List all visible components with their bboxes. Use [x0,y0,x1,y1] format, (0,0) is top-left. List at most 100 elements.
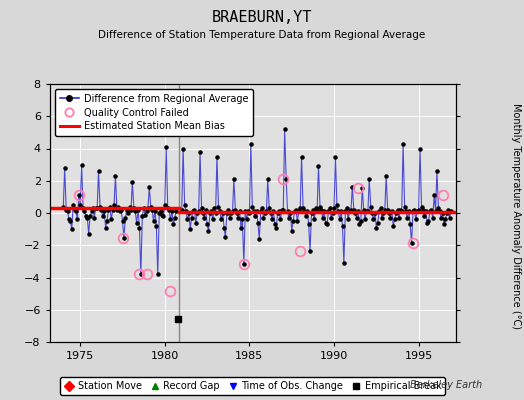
Point [355,221,364,228]
Point [293,218,301,224]
Point [444,206,452,213]
Point [262,208,270,214]
Point [234,215,242,221]
Point [354,208,362,214]
Point [138,213,147,220]
Point [62,206,70,213]
Point [380,206,389,213]
Point [398,208,406,214]
Point [189,208,198,214]
Point [257,208,265,214]
Point [93,205,101,211]
Point [335,216,344,223]
Point [106,203,114,210]
Point [248,203,257,210]
Point [199,210,207,216]
Point [194,208,203,214]
Point [217,216,225,223]
Point [83,215,92,221]
Point [422,208,430,214]
Point [439,210,447,216]
Point [323,221,331,228]
Point [417,203,425,210]
Point [219,210,227,216]
Point [168,208,176,214]
Point [161,202,169,208]
Point [297,153,305,160]
Text: BRAEBURN,YT: BRAEBURN,YT [212,10,312,25]
Point [76,202,84,208]
Point [316,203,324,210]
Point [304,221,313,228]
Point [172,208,180,214]
Point [165,206,173,213]
Point [100,208,108,214]
Point [302,213,310,220]
Point [274,210,282,216]
Point [88,208,96,214]
Point [68,226,76,232]
Point [154,271,162,278]
Point [327,215,335,221]
Point [245,210,254,216]
Point [59,203,68,210]
Point [300,208,309,214]
Point [423,220,431,226]
Point [198,205,206,211]
Point [84,231,93,237]
Point [221,234,230,240]
Point [103,218,111,224]
Point [350,206,358,213]
Point [437,215,445,221]
Point [111,173,119,179]
Point [247,140,255,147]
Point [435,208,444,214]
Point [309,206,317,213]
Point [75,192,83,198]
Point [141,212,149,218]
Point [110,202,118,208]
Point [231,206,239,213]
Point [341,208,350,214]
Point [382,173,390,179]
Point [264,176,272,182]
Point [308,210,316,216]
Point [324,208,333,214]
Point [268,216,276,223]
Point [367,203,375,210]
Point [179,145,187,152]
Point [345,208,354,214]
Point [279,206,288,213]
Point [313,206,321,213]
Point [129,205,138,211]
Point [280,126,289,132]
Point [213,153,221,160]
Point [157,208,165,214]
Point [375,208,384,214]
Point [200,215,209,221]
Point [238,216,246,223]
Point [243,216,251,223]
Point [135,224,144,231]
Point [286,210,294,216]
Point [364,208,372,214]
Point [183,216,192,223]
Point [202,206,210,213]
Point [220,224,228,231]
Point [303,208,311,214]
Point [371,210,379,216]
Point [69,202,78,208]
Point [162,144,170,150]
Point [419,206,427,213]
Point [118,218,127,224]
Point [104,206,113,213]
Point [319,215,327,221]
Point [395,215,403,221]
Point [128,179,137,186]
Point [276,216,285,223]
Point [306,248,314,254]
Point [251,213,259,220]
Point [97,206,105,213]
Point [143,208,151,214]
Point [288,228,296,234]
